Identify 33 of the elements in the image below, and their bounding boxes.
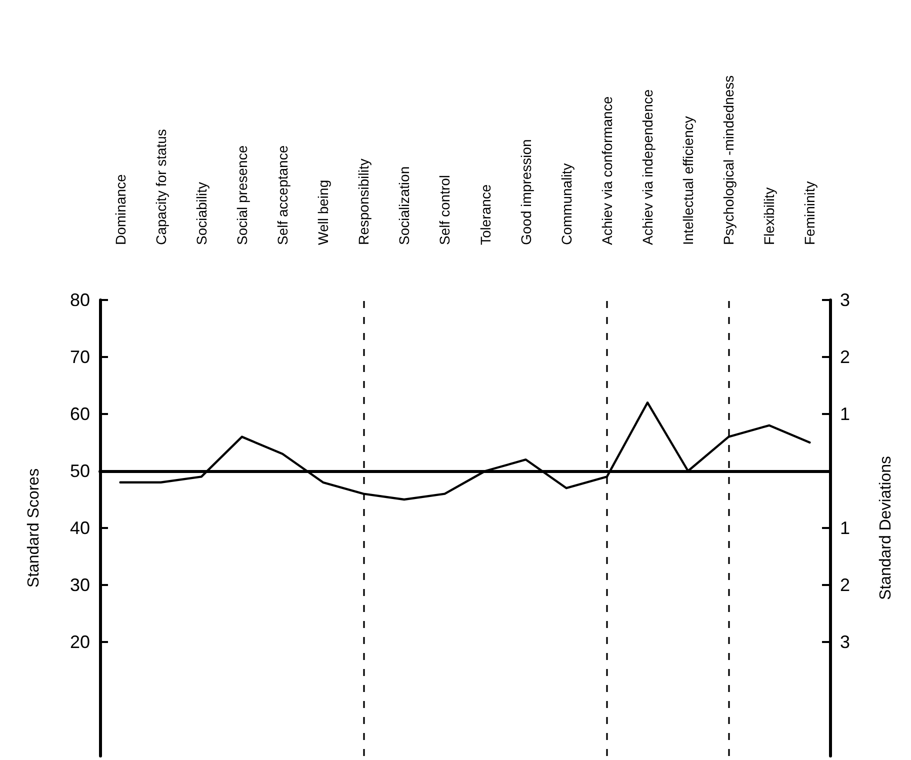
x-tick-label: Self control bbox=[436, 174, 453, 245]
y-tick-label: 50 bbox=[70, 461, 90, 481]
x-tick-label: Achiev via independence bbox=[640, 89, 656, 245]
x-tick-label: Responsibility bbox=[356, 158, 372, 245]
y-tick-label: 30 bbox=[70, 575, 90, 595]
x-tick-label: Well being bbox=[315, 180, 332, 245]
x-tick-label: Tolerance bbox=[477, 184, 494, 245]
y2-tick-label: 2 bbox=[840, 575, 850, 595]
x-tick-label: Psychological -mindedness bbox=[720, 75, 737, 245]
y2-tick-label: 1 bbox=[840, 518, 850, 538]
y-tick-label: 20 bbox=[70, 632, 90, 652]
y2-tick-label: 1 bbox=[840, 404, 850, 424]
y-tick-label: 70 bbox=[70, 347, 90, 367]
y2-tick-label: 2 bbox=[840, 347, 850, 367]
y2-axis-title: Standard Deviations bbox=[878, 456, 894, 600]
y-axis-title: Standard Scores bbox=[26, 468, 42, 588]
y2-tick-label: 3 bbox=[840, 632, 850, 652]
x-tick-label: Social presence bbox=[234, 145, 250, 245]
x-tick-label: Communality bbox=[558, 163, 574, 245]
y-tick-label: 80 bbox=[70, 290, 90, 310]
x-tick-label: Sociability bbox=[193, 182, 210, 245]
x-tick-label: Good impression bbox=[518, 139, 534, 245]
x-tick-label: Femininity bbox=[802, 181, 818, 245]
x-tick-label: Self acceptance bbox=[274, 145, 290, 245]
y2-tick-label: 3 bbox=[840, 290, 850, 310]
y-tick-label: 40 bbox=[70, 518, 90, 538]
x-tick-label: Flexibility bbox=[761, 187, 778, 245]
x-tick-label: Intellectual efficiency bbox=[680, 116, 696, 245]
x-tick-label: Socialization bbox=[396, 166, 412, 245]
x-tick-label: Dominance bbox=[112, 174, 128, 245]
x-tick-label: Achiev via conformance bbox=[598, 96, 615, 245]
y-tick-label: 60 bbox=[70, 404, 90, 424]
x-tick-label: Capacity for status bbox=[152, 129, 169, 245]
